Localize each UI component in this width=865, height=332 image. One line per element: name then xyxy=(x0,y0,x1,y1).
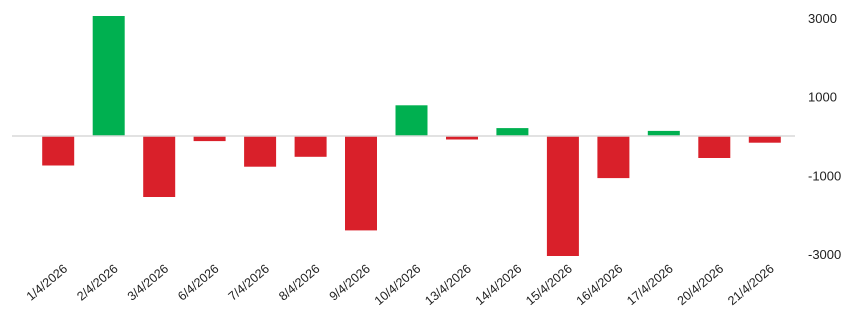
bar-9-4-2026 xyxy=(345,136,377,231)
bar-10-4-2026 xyxy=(395,105,428,136)
x-tick-label: 15/4/2026 xyxy=(523,262,575,309)
x-tick-label: 14/4/2026 xyxy=(473,262,525,309)
bar-8-4-2026 xyxy=(294,136,327,157)
bar-6-4-2026 xyxy=(193,136,226,142)
bar-16-4-2026 xyxy=(597,136,630,179)
bar-21-4-2026 xyxy=(748,136,781,143)
y-tick-label: -1000 xyxy=(808,168,841,183)
x-tick-label: 6/4/2026 xyxy=(175,262,221,304)
bar-2-4-2026 xyxy=(92,16,125,136)
x-tick-label: 20/4/2026 xyxy=(675,262,727,309)
x-tick-label: 17/4/2026 xyxy=(624,262,676,309)
y-tick-label: 1000 xyxy=(808,90,837,105)
x-tick-label: 8/4/2026 xyxy=(276,262,322,304)
x-tick-label: 7/4/2026 xyxy=(226,262,272,304)
x-tick-label: 21/4/2026 xyxy=(725,262,777,309)
bar-1-4-2026 xyxy=(42,136,75,166)
x-axis-ticks: 1/4/2026 2/4/2026 3/4/2026 6/4/2026 7/4/2026… xyxy=(24,262,777,309)
bar-7-4-2026 xyxy=(244,136,277,167)
x-tick-label: 2/4/2026 xyxy=(74,262,120,304)
x-tick-label: 10/4/2026 xyxy=(372,262,424,309)
bar-14-4-2026 xyxy=(496,128,529,136)
y-tick-label: 3000 xyxy=(808,11,837,26)
x-tick-label: 16/4/2026 xyxy=(574,262,626,309)
bars-group xyxy=(42,16,781,256)
bar-3-4-2026 xyxy=(143,136,176,197)
bar-13-4-2026 xyxy=(446,136,478,140)
x-tick-label: 9/4/2026 xyxy=(327,262,373,304)
bar-17-4-2026 xyxy=(647,130,680,136)
x-tick-label: 13/4/2026 xyxy=(422,262,474,309)
y-tick-label: -3000 xyxy=(808,247,841,262)
bar-20-4-2026 xyxy=(698,136,731,158)
x-tick-label: 1/4/2026 xyxy=(24,262,70,304)
bar-15-4-2026 xyxy=(546,136,579,256)
x-tick-label: 3/4/2026 xyxy=(125,262,171,304)
y-axis-ticks: 3000 1000 -1000 -3000 xyxy=(808,11,841,262)
